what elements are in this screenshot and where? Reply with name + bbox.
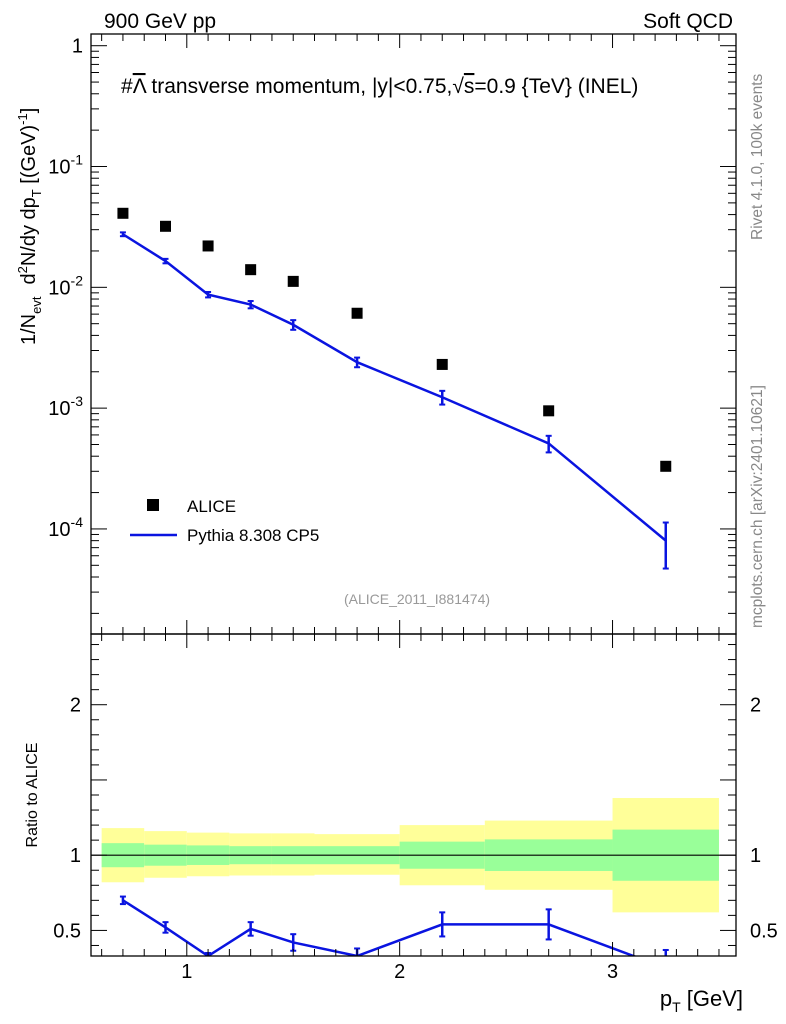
alice-data-point — [436, 358, 448, 370]
x-tick-label: 3 — [607, 961, 618, 983]
x-tick-label: 1 — [181, 961, 192, 983]
alice-data-point — [160, 220, 172, 232]
alice-data-point — [660, 460, 672, 472]
main-y-tick-label: 10-4 — [48, 514, 83, 541]
main-y-tick-label: 10-1 — [48, 152, 83, 179]
legend-label-alice: ALICE — [187, 497, 236, 516]
main-y-axis-label: 1/Nevtd2N/dy dpT [(GeV)-1] — [15, 108, 44, 345]
x-tick-label: 2 — [394, 961, 405, 983]
pythia-line — [122, 233, 667, 542]
main-panel-series — [117, 207, 672, 570]
sqrt-symbol: √ — [452, 75, 464, 98]
analysis-watermark: (ALICE_2011_I881474) — [344, 591, 490, 607]
main-y-tick-label: 1 — [72, 36, 83, 58]
main-title: #Λ transverse momentum, |y|<0.75,√s=0.9 … — [121, 75, 638, 98]
header-left: 900 GeV pp — [104, 10, 216, 33]
main-y-tick-label: 10-3 — [48, 393, 83, 420]
ratio-panel-series — [119, 895, 669, 956]
ratio-y-axis-label: Ratio to ALICE — [24, 743, 41, 848]
legend: ALICE Pythia 8.308 CP5 — [130, 497, 319, 545]
legend-marker-alice — [147, 499, 159, 511]
header-right: Soft QCD — [643, 10, 733, 33]
ratio-line — [122, 899, 638, 956]
ratio-y-tick-label-right: 2 — [750, 695, 761, 717]
rivet-version-label: Rivet 4.1.0, 100k events — [749, 73, 766, 240]
ratio-y-tick-label-right: 0.5 — [750, 920, 778, 942]
legend-label-pythia: Pythia 8.308 CP5 — [187, 526, 319, 545]
main-y-tick-label: 10-2 — [48, 272, 83, 299]
ratio-y-tick-label: 0.5 — [53, 920, 81, 942]
mcplots-label: mcplots.cern.ch [arXiv:2401.10621] — [749, 385, 766, 628]
alice-data-point — [202, 240, 214, 252]
lambda-bar-symbol: Λ — [133, 75, 147, 98]
alice-data-point — [117, 207, 129, 219]
x-axis-label: pT [GeV] — [660, 986, 743, 1015]
alice-data-point — [245, 264, 257, 276]
alice-data-point — [287, 275, 299, 287]
axes: 1 2 3 1 10-1 10-2 10-3 10-4 0.5 0.5 1 1 2 2 — [48, 33, 778, 983]
alice-data-point — [543, 405, 555, 417]
ratio-y-tick-label-right: 1 — [750, 845, 761, 867]
alice-data-point — [351, 307, 363, 319]
ratio-y-tick-label: 1 — [70, 845, 81, 867]
ratio-y-tick-label: 2 — [70, 695, 81, 717]
